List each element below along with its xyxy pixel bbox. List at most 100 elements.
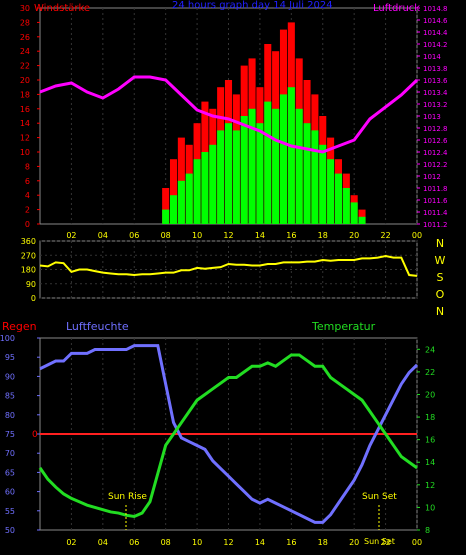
wind-bar [334,173,342,224]
temperature-label: Temperatur [311,320,376,333]
direction-y-ticks: 0 90 180 270 360 [21,237,417,303]
wind-direction-line [39,255,418,277]
wind-bar [287,87,295,224]
temperature-tick-label: 14 [425,458,435,467]
wind-bar [224,123,233,224]
compass-label: N [436,305,444,318]
wind-tick-label: 0 [25,220,30,229]
temperature-tick-label: 12 [425,481,435,490]
humidity-tick-label: 75 [5,430,15,439]
wind-tick-label: 10 [20,148,30,157]
wind-bar [311,130,319,224]
humidity-line [39,344,419,524]
x-tick-label: 22 [380,231,390,240]
x-tick-label: 10 [192,231,202,240]
wind-tick-label: 30 [20,4,30,13]
x-tick-label: 20 [349,231,359,240]
x-tick-label: 00 [412,538,422,547]
x-tick-label: 08 [161,538,171,547]
wind-tick-label: 22 [20,62,30,71]
pressure-tick-label: 1012.6 [423,137,448,145]
wind-bars [162,22,366,225]
direction-tick-label: 0 [31,294,36,303]
wind-bar [232,130,240,224]
humidity-tick-label: 60 [5,488,15,497]
wind-bar [177,180,185,224]
temperature-tick-label: 10 [425,503,435,512]
pressure-tick-label: 1012 [423,173,441,181]
humidity-tick-label: 85 [5,392,15,401]
pressure-tick-label: 1011.4 [423,209,448,217]
humidity-tick-label: 95 [5,353,15,362]
pressure-tick-label: 1013 [423,113,441,121]
pressure-tick-label: 1012.8 [423,125,448,133]
pressure-tick-label: 1013.4 [423,89,448,97]
temperature-y-ticks: 8 10 12 14 16 18 20 22 24 [417,345,435,535]
wind-tick-label: 8 [25,162,30,171]
humidity-tick-label: 90 [5,372,15,381]
gust-bar [162,188,170,224]
wind-bar [193,159,201,224]
wind-speed-label: Windstärke [34,3,90,14]
x-tick-label: 04 [98,538,108,547]
wind-tick-label: 20 [20,76,30,85]
wind-bar [272,108,280,224]
wind-bar [209,144,217,224]
x-tick-label: 02 [66,231,76,240]
temperature-line [38,353,418,518]
humidity-label: Luftfeuchte [66,320,129,333]
pressure-tick-label: 1013.6 [423,77,448,85]
wind-bar [201,152,209,224]
temperature-tick-label: 18 [425,413,435,422]
humidity-temp-panel: Regen Luftfeuchte Temperatur 50 55 60 65 70 7… [0,320,435,547]
x-tick-label: 06 [129,538,139,547]
pressure-tick-label: 1014.4 [423,29,448,37]
temperature-tick-label: 16 [425,436,435,445]
wind-tick-label: 14 [20,119,30,128]
x-tick-label: 14 [255,231,265,240]
humidity-tick-label: 100 [0,334,15,343]
pressure-tick-label: 1014.6 [423,17,448,25]
pressure-tick-label: 1011.6 [423,197,448,205]
humidity-tick-label: 50 [5,526,15,535]
x-tick-label: 06 [129,231,139,240]
pressure-tick-label: 1013.2 [423,101,448,109]
rain-label: Regen [2,320,37,333]
pressure-tick-label: 1011.8 [423,185,448,193]
wind-bar [264,101,272,224]
x-tick-label: 00 [412,231,422,240]
wind-bar [358,216,366,224]
temperature-tick-label: 8 [425,526,430,535]
x-tick-label: 16 [286,231,296,240]
gust-bar [169,159,178,224]
wind-bar [217,130,225,224]
pressure-label: Luftdruck [373,3,420,14]
x-tick-label: 02 [66,538,76,547]
wind-tick-label: 2 [25,206,30,215]
wind-bar [295,108,303,224]
x-tick-label: 12 [223,231,233,240]
x-tick-label: 20 [349,538,359,547]
wind-bar [240,116,248,224]
x-tick-label: 18 [318,538,328,547]
wind-tick-label: 12 [20,134,30,143]
pressure-y-ticks: 1011.2 1011.4 1011.6 1011.8 1012 1012.2 1012.4… [417,5,448,229]
x-tick-labels-3: 02 04 06 08 10 12 14 16 18 20 22 00 [66,538,422,547]
wind-bar [303,123,311,224]
wind-tick-label: 18 [20,90,30,99]
rain-tick-label: 0 [32,430,38,440]
temperature-tick-label: 22 [425,368,435,377]
sunset-label: Sun Set [362,492,397,502]
wind-tick-label: 28 [20,18,30,27]
humidity-tick-label: 70 [5,449,15,458]
x-tick-label: 04 [98,231,108,240]
compass-label: N [436,237,444,250]
direction-tick-label: 180 [21,266,36,275]
pressure-line [39,75,419,154]
x-tick-labels: 02 04 06 08 10 12 14 16 18 20 22 00 [66,231,422,240]
humidity-tick-label: 80 [5,411,15,420]
compass-label: O [436,288,445,301]
